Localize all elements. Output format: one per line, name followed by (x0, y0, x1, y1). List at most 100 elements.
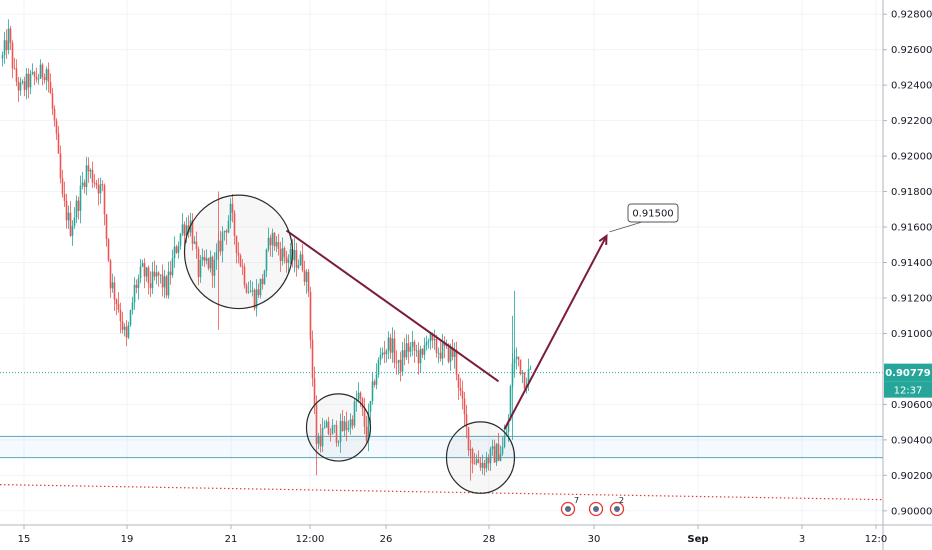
candle-body (253, 290, 256, 309)
event-count-label: 2 (619, 496, 624, 505)
candle-body (495, 443, 498, 463)
candle-body (75, 200, 78, 218)
candle-body (5, 40, 8, 51)
candle-body (265, 249, 268, 271)
candle-body (385, 350, 388, 355)
candle-body (91, 169, 94, 183)
candle-body (401, 350, 404, 372)
y-tick-label: 0.92000 (891, 152, 932, 163)
candle-body (39, 64, 42, 79)
candle-body (371, 381, 374, 402)
candle-body (19, 82, 22, 91)
countdown-label: 12:37 (894, 386, 923, 397)
candle-body (103, 185, 106, 215)
candle-body (429, 333, 432, 342)
candle-body (167, 271, 170, 296)
candle-body (341, 420, 344, 431)
candle-body (477, 459, 480, 463)
candle-body (329, 433, 332, 435)
candle-body (421, 348, 424, 355)
candle-body (139, 266, 142, 279)
candle-body (11, 42, 14, 69)
candle-body (165, 276, 168, 296)
dotted-trend-line[interactable] (0, 484, 884, 501)
candle-body (1, 55, 4, 59)
candle-body (41, 64, 44, 78)
candle-body (33, 72, 36, 77)
projection-arrow-shaft[interactable] (503, 235, 608, 430)
candle-body (23, 81, 26, 90)
last-price-tag[interactable] (884, 363, 932, 382)
candle-body (475, 459, 478, 464)
candle-body (219, 240, 222, 252)
candle-body (259, 278, 262, 296)
candle-body (153, 271, 156, 277)
candle-body (523, 372, 526, 389)
candle-body (447, 344, 450, 362)
candle-body (55, 120, 58, 134)
candle-body (209, 256, 212, 269)
candle-body (281, 248, 284, 261)
highlight-circle[interactable] (183, 194, 294, 310)
candle-body (491, 446, 494, 449)
candle-body (43, 77, 46, 81)
candle-body (287, 259, 290, 263)
candle-body (235, 235, 238, 253)
candle-body (367, 411, 370, 441)
candle-body (481, 462, 484, 468)
candle-body (111, 282, 114, 289)
candle-body (115, 299, 118, 305)
candle-body (59, 153, 62, 179)
candle-body (451, 347, 454, 357)
candle-body (151, 271, 154, 289)
candle-body (131, 302, 134, 310)
candle-body (127, 325, 130, 338)
y-tick-label: 0.90000 (891, 506, 932, 517)
y-tick-label: 0.90600 (891, 400, 932, 411)
candle-body (223, 230, 226, 233)
highlight-circle[interactable] (445, 421, 516, 494)
candle-body (503, 435, 506, 447)
candle-body (179, 233, 182, 246)
candle-body (163, 276, 166, 288)
target-callout-box[interactable] (627, 203, 679, 223)
price-axis[interactable]: 0.92800 0.92600 0.92400 0.92200 0.92000 0.918… (882, 0, 932, 550)
candle-body (233, 212, 236, 236)
candle-body (61, 178, 64, 194)
candle-body (347, 427, 350, 430)
candle-body (269, 237, 272, 246)
candle-body (135, 284, 138, 288)
candle-body (53, 108, 56, 121)
candle-body (295, 250, 298, 268)
candle-body (263, 270, 266, 285)
candle-body (409, 346, 412, 352)
projection-arrow-head (598, 233, 608, 245)
candle-body (205, 258, 208, 261)
candle-body (389, 337, 392, 353)
candle-body (487, 457, 490, 464)
event-flag-icon (593, 506, 599, 512)
candle-body (99, 184, 102, 194)
resistance-trendline[interactable] (285, 229, 500, 383)
candle-body (199, 260, 202, 278)
candle-body (349, 419, 352, 428)
candle-body (361, 398, 364, 409)
candle-body (157, 272, 160, 276)
candle-body (303, 270, 306, 282)
time-axis[interactable]: 15 19 21 12:00 26 28 30 Sep 3 12:0 (0, 524, 932, 545)
highlight-circle[interactable] (305, 393, 372, 462)
candle-body (435, 339, 438, 353)
candle-body (521, 372, 524, 375)
candle-body (299, 254, 302, 266)
dotted-level (0, 484, 884, 501)
candle-body (319, 435, 322, 447)
candle-body (251, 290, 254, 292)
drawings[interactable]: 0.91500 (183, 194, 679, 494)
candle-body (307, 271, 310, 292)
candle-body (191, 220, 194, 244)
candle-body (365, 426, 368, 441)
candle-body (345, 421, 348, 430)
candle-body (117, 304, 120, 310)
